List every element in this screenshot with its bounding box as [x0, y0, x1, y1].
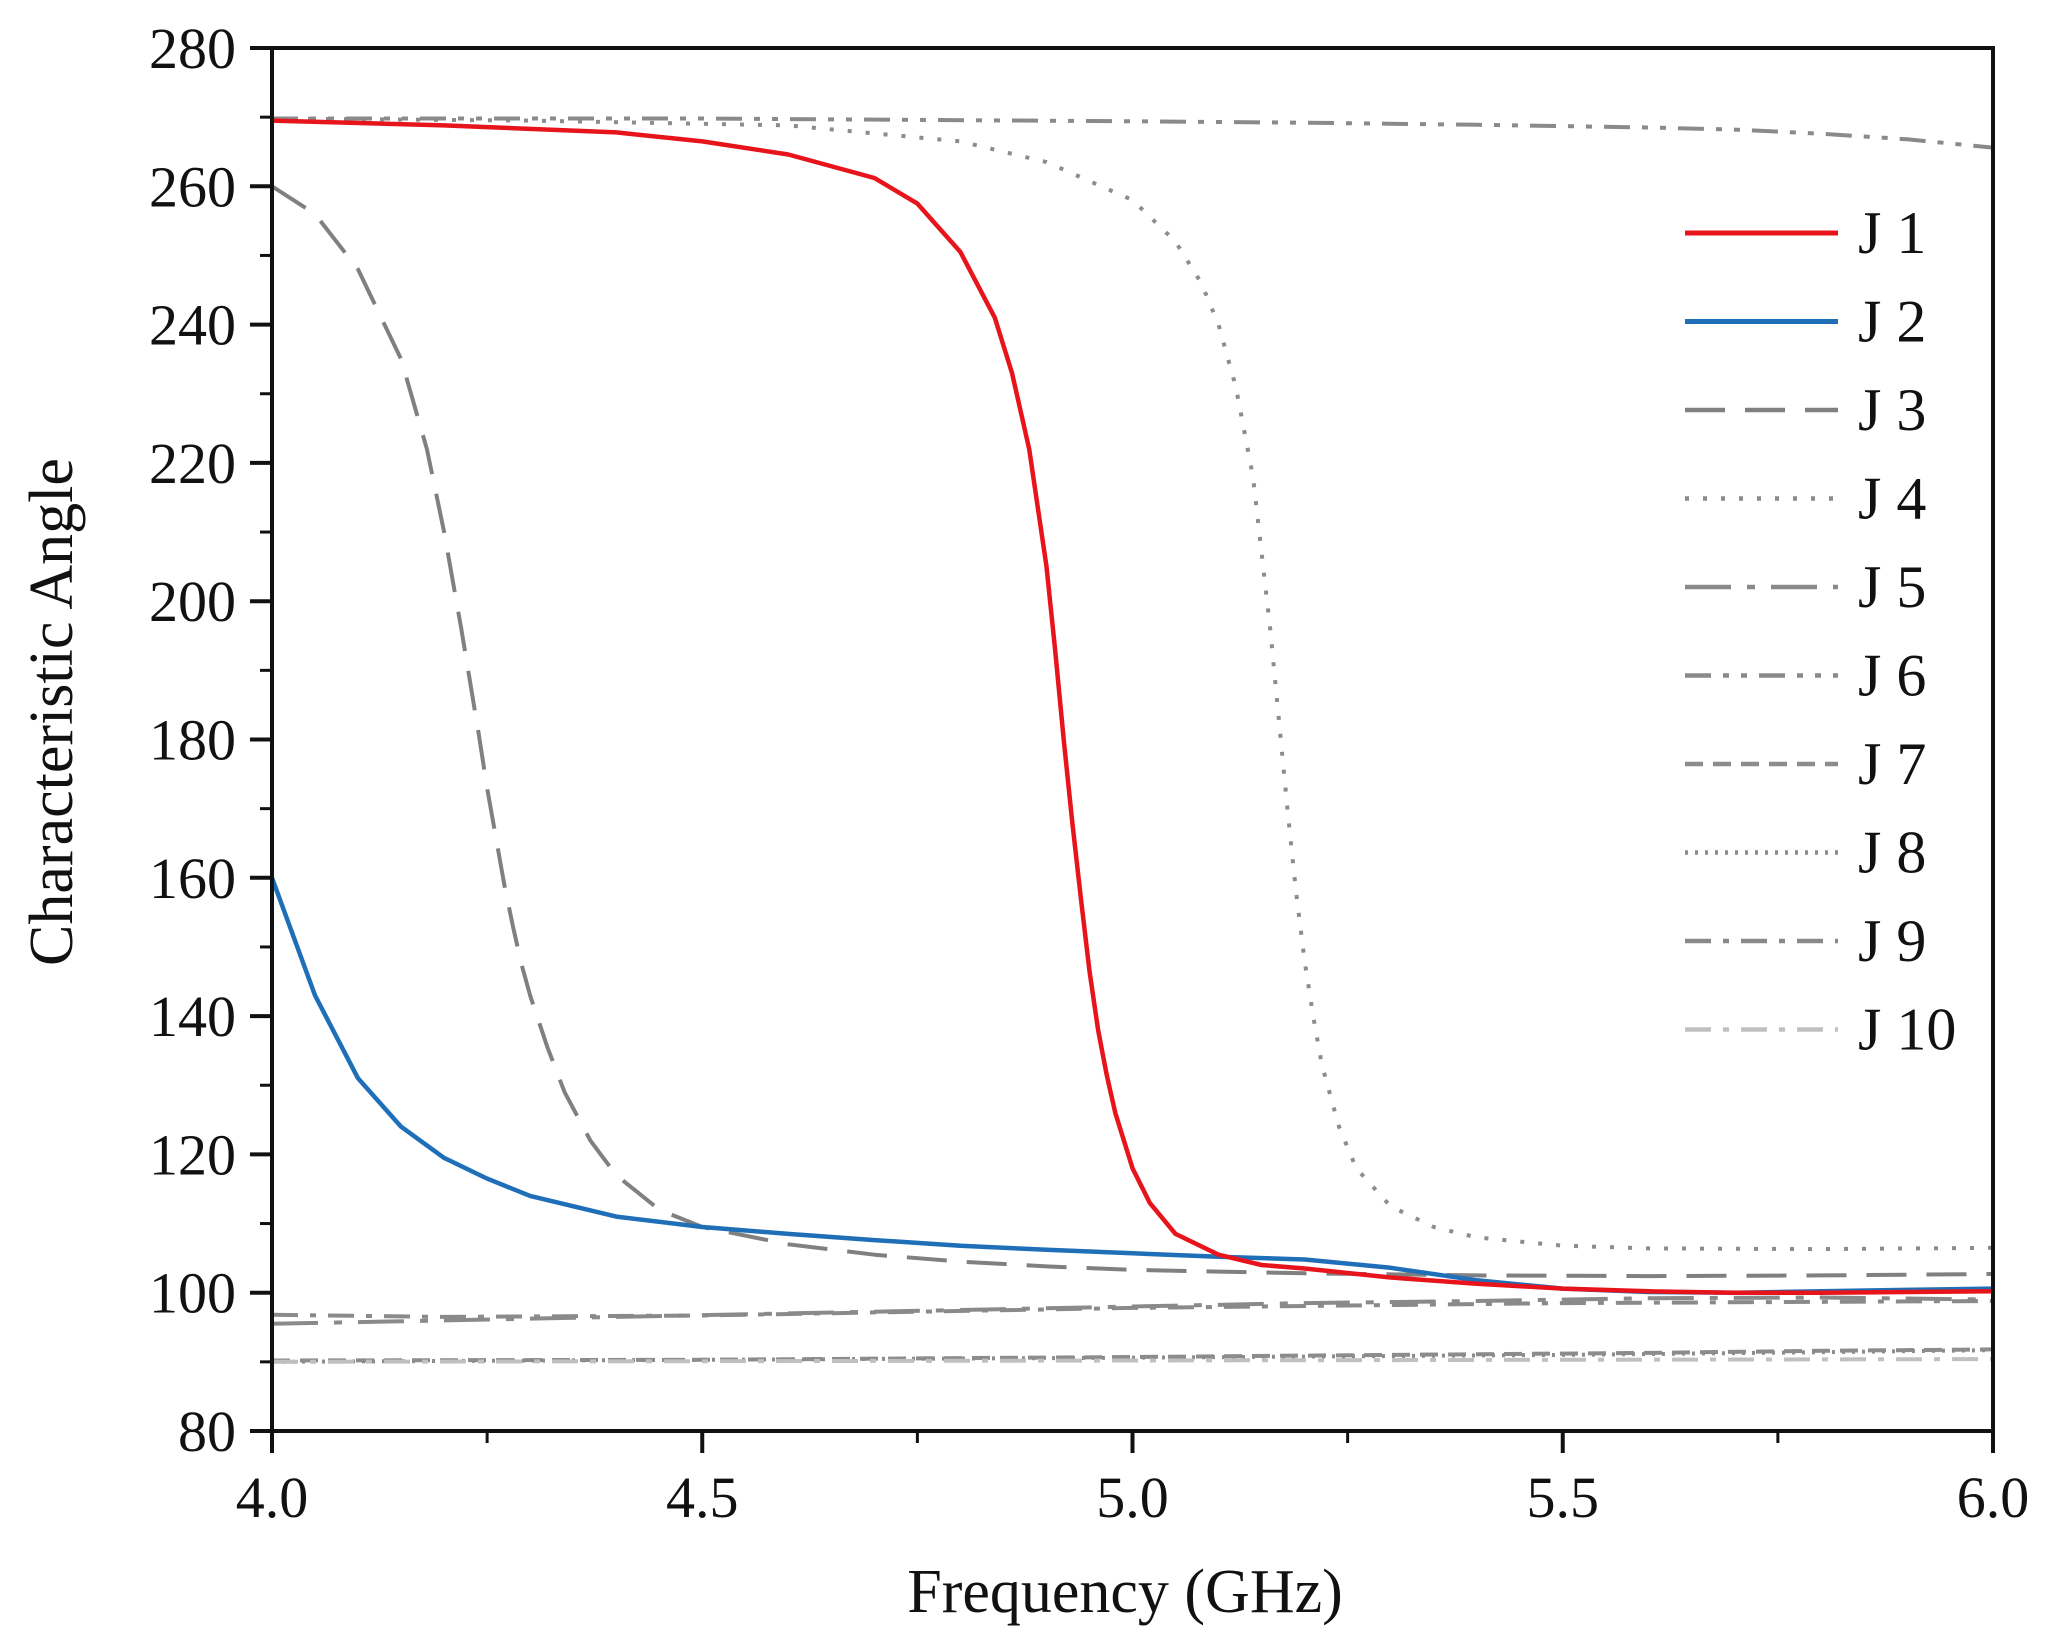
legend-label-j2: J 2: [1858, 289, 1926, 355]
y-tick-label: 100: [149, 1261, 236, 1326]
x-tick-label: 4.0: [236, 1465, 309, 1530]
legend-label-j4: J 4: [1858, 466, 1926, 532]
y-tick-label: 80: [178, 1399, 236, 1464]
series-line-j10: [272, 1357, 1993, 1364]
y-tick-label: 260: [149, 154, 236, 219]
legend-label-j3: J 3: [1858, 377, 1926, 443]
plot-frame: [270, 46, 1995, 1433]
x-tick-label: 5.5: [1527, 1465, 1600, 1530]
legend-label-j8: J 8: [1858, 820, 1926, 886]
x-axis-title: Frequency (GHz): [907, 1558, 1343, 1626]
series-line-j3: [272, 184, 1993, 1279]
y-axis-title: Characteristic Angle: [18, 458, 86, 966]
axes-layer: [270, 46, 1995, 1433]
series-line-j1: [272, 118, 1993, 1295]
y-tick-label: 200: [149, 569, 236, 634]
legend-label-j9: J 9: [1858, 908, 1926, 974]
y-tick-label: 220: [149, 431, 236, 496]
y-tick-label: 120: [149, 1122, 236, 1187]
series-line-j9: [272, 1299, 1993, 1319]
legend-label-j1: J 1: [1858, 200, 1926, 266]
series-line-j2: [272, 877, 1993, 1295]
y-tick-label: 240: [149, 293, 236, 358]
legend-label-j10: J 10: [1858, 997, 1956, 1063]
y-tick-label: 140: [149, 984, 236, 1049]
legend-label-j5: J 5: [1858, 554, 1926, 620]
y-tick-label: 160: [149, 846, 236, 911]
x-tick-label: 4.5: [666, 1465, 739, 1530]
legend-label-j6: J 6: [1858, 643, 1926, 709]
series-line-j4: [272, 116, 1993, 1252]
y-tick-label: 180: [149, 708, 236, 773]
legend: J 1 J 2 J 3 J 4 J 5 J 6 J 7 J 8 J 9 J 10: [1685, 200, 1956, 1063]
series-layer: [272, 116, 1993, 1364]
x-tick-label: 5.0: [1096, 1465, 1169, 1530]
series-line-j6: [272, 116, 1993, 150]
legend-label-j7: J 7: [1858, 731, 1926, 797]
y-tick-label: 280: [149, 16, 236, 81]
ticks-layer: 4.0 4.5 5.0 5.5 6.0 80 100 120 140 160 180 200 220 24…: [149, 16, 2029, 1530]
x-tick-label: 6.0: [1957, 1465, 2030, 1530]
